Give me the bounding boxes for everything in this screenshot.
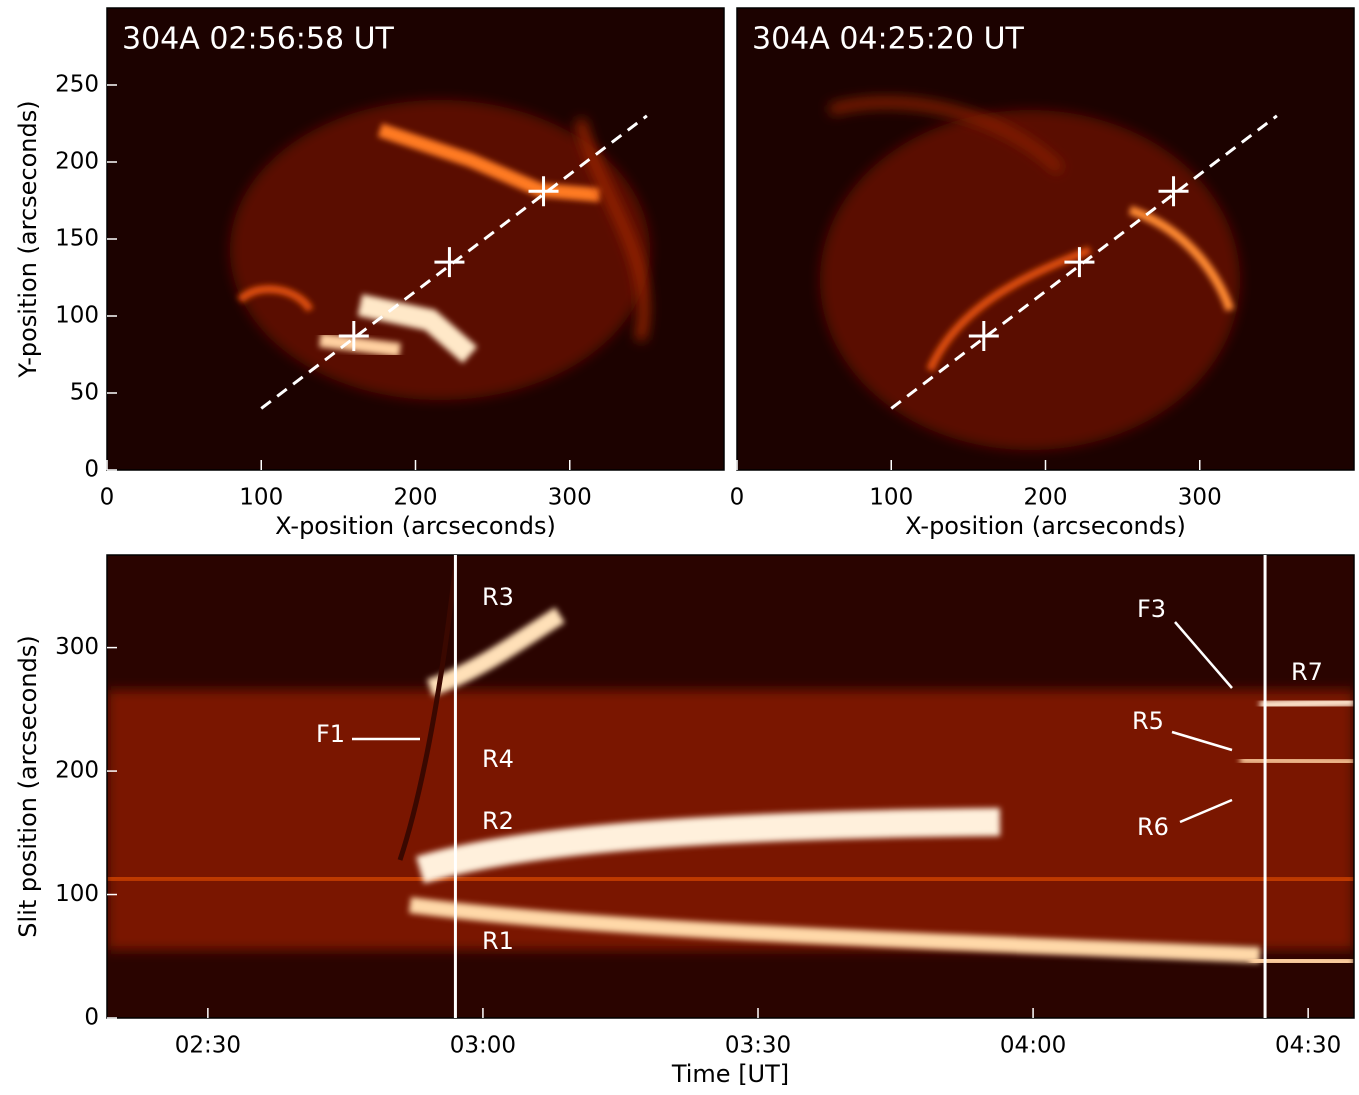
x-tick-label: 100 — [869, 485, 913, 511]
y-tick-label: 100 — [55, 303, 99, 329]
x-tick-label: 04:00 — [1000, 1033, 1066, 1059]
x-tick-label: 100 — [239, 485, 283, 511]
annotation: F3 — [1137, 595, 1166, 623]
annotation: R4 — [482, 745, 514, 773]
x-axis-label: X-position (arcseconds) — [905, 512, 1186, 540]
x-tick-label: 03:30 — [725, 1033, 791, 1059]
figure: 0 100 200 300 0 50 100 150 200 250 X-position (arc… — [0, 0, 1359, 1091]
y-tick-label: 150 — [55, 226, 99, 252]
x-axis-label: Time [UT] — [671, 1060, 789, 1088]
annotation: R6 — [1137, 813, 1169, 841]
annotation: R5 — [1132, 707, 1164, 735]
y-tick-label: 50 — [70, 380, 99, 406]
x-tick-label: 300 — [548, 485, 592, 511]
y-tick-label: 250 — [55, 72, 99, 98]
y-tick-label: 200 — [55, 149, 99, 175]
annotation: R3 — [482, 583, 514, 611]
image-2 — [737, 8, 1354, 470]
annotation: F1 — [316, 720, 345, 748]
y-tick-label: 0 — [84, 457, 99, 483]
x-tick-label: 02:30 — [175, 1033, 241, 1059]
y-tick-label: 0 — [84, 1005, 99, 1031]
image-1 — [107, 8, 724, 470]
y-tick-label: 200 — [55, 758, 99, 784]
y-axis-label: Slit position (arcseconds) — [14, 635, 42, 937]
image-3 — [107, 555, 1354, 1018]
annotation: R2 — [482, 807, 514, 835]
x-tick-label: 0 — [100, 485, 115, 511]
x-tick-label: 03:00 — [450, 1033, 516, 1059]
x-tick-label: 04:30 — [1275, 1033, 1341, 1059]
x-tick-label: 0 — [730, 485, 745, 511]
x-tick-label: 200 — [1024, 485, 1068, 511]
panel-title: 304A 04:25:20 UT — [752, 22, 1025, 57]
x-axis-label: X-position (arcseconds) — [275, 512, 556, 540]
panel-title: 304A 02:56:58 UT — [122, 22, 395, 57]
y-axis-label: Y-position (arcseconds) — [14, 100, 42, 378]
x-tick-label: 200 — [394, 485, 438, 511]
y-tick-label: 300 — [55, 634, 99, 660]
annotation: R1 — [482, 927, 514, 955]
x-tick-label: 300 — [1178, 485, 1222, 511]
y-tick-label: 100 — [55, 881, 99, 907]
annotation: R7 — [1291, 658, 1323, 686]
